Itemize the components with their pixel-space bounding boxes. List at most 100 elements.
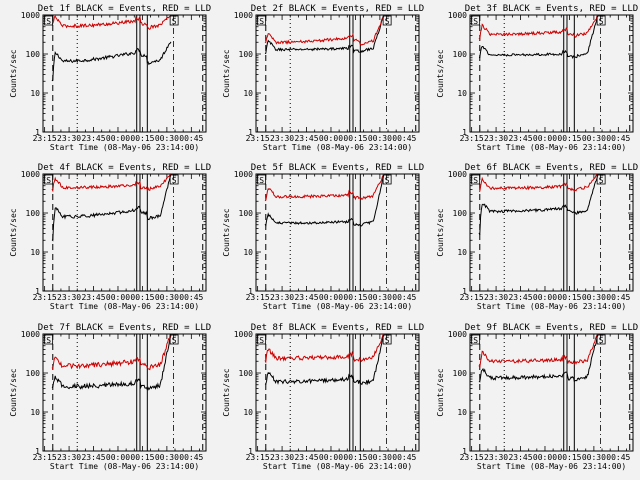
x-tick-label: 00:00 <box>106 293 130 302</box>
y-tick-label: 1 <box>248 128 253 137</box>
events-series-line <box>478 15 599 60</box>
y-tick-label: 100 <box>239 209 254 218</box>
y-tick-label: 1000 <box>21 170 40 179</box>
x-tick-label: 00:15 <box>343 293 367 302</box>
x-tick-label: 23:30 <box>270 134 294 143</box>
y-axis-label: Counts/sec <box>222 208 231 256</box>
segment-marker-box <box>382 15 392 26</box>
panel-title: Det 3f BLACK = Events, RED = LLD <box>465 4 638 14</box>
x-axis-label: Start Time (08-May-06 23:14:00) <box>263 302 412 311</box>
panel-title: Det 9f BLACK = Events, RED = LLD <box>465 323 638 333</box>
y-tick-label: 10 <box>243 89 253 98</box>
x-tick-label: 00:15 <box>557 134 581 143</box>
events-series-line <box>478 334 599 383</box>
x-tick-label: 23:45 <box>81 134 105 143</box>
y-tick-label: 1000 <box>448 170 467 179</box>
y-tick-label: 1000 <box>234 170 253 179</box>
segment-marker-box <box>596 15 606 26</box>
y-axis-label: Counts/sec <box>9 368 18 416</box>
panel-6: Det 6f BLACK = Events, RED = LLD 1 10 100 10… <box>436 163 638 311</box>
segment-marker-box <box>169 174 179 185</box>
panel-title: Det 4f BLACK = Events, RED = LLD <box>38 163 211 173</box>
x-tick-label: 00:30 <box>155 293 179 302</box>
panel-title: Det 5f BLACK = Events, RED = LLD <box>251 163 424 173</box>
y-tick-label: 100 <box>453 50 468 59</box>
x-axis-label: Start Time (08-May-06 23:14:00) <box>50 462 199 471</box>
segment-marker-box <box>44 15 54 26</box>
panel-3: Det 3f BLACK = Events, RED = LLD 1 10 100 10… <box>436 4 638 152</box>
segment-marker-box <box>596 174 606 185</box>
x-tick-label: 23:30 <box>270 453 294 462</box>
x-tick-label: 23:30 <box>270 293 294 302</box>
x-tick-label: 00:00 <box>533 134 557 143</box>
segment-marker-box <box>257 174 267 185</box>
segment-marker-label: S <box>385 176 390 185</box>
segment-marker-box <box>257 334 267 345</box>
x-tick-label: 23:45 <box>81 293 105 302</box>
y-tick-label: 10 <box>30 89 40 98</box>
lld-series-line <box>478 334 599 368</box>
plot-frame <box>42 333 207 452</box>
x-tick-label: 00:45 <box>606 293 630 302</box>
x-tick-label: 00:15 <box>557 293 581 302</box>
y-tick-label: 100 <box>239 50 254 59</box>
y-tick-label: 100 <box>26 209 41 218</box>
events-series-line <box>51 174 172 242</box>
data-area <box>264 334 417 451</box>
data-area <box>478 334 631 451</box>
x-tick-label: 00:00 <box>319 453 343 462</box>
x-tick-label: 00:30 <box>155 453 179 462</box>
segment-marker-label: S <box>385 17 390 26</box>
events-series-line <box>264 174 385 227</box>
panel-title: Det 2f BLACK = Events, RED = LLD <box>251 4 424 14</box>
x-tick-label: 23:30 <box>57 134 81 143</box>
y-tick-label: 10 <box>243 248 253 257</box>
segment-marker-box <box>169 334 179 345</box>
y-tick-label: 10 <box>457 89 467 98</box>
y-axis-label: Counts/sec <box>222 49 231 97</box>
segment-marker-label: S <box>172 176 177 185</box>
x-tick-label: 00:00 <box>533 453 557 462</box>
y-tick-label: 1 <box>248 287 253 296</box>
x-tick-label: 23:45 <box>508 293 532 302</box>
x-tick-label: 00:45 <box>392 293 416 302</box>
x-tick-label: 00:45 <box>179 293 203 302</box>
y-tick-label: 100 <box>453 209 468 218</box>
y-tick-label: 1000 <box>21 11 40 20</box>
x-tick-label: 23:15 <box>460 293 484 302</box>
events-series-line <box>478 174 599 235</box>
y-axis-label: Counts/sec <box>436 208 445 256</box>
segment-marker-box <box>44 174 54 185</box>
lld-series-line <box>264 15 385 46</box>
data-area <box>478 174 631 291</box>
x-tick-label: 23:30 <box>484 453 508 462</box>
x-tick-label: 23:15 <box>33 134 57 143</box>
y-tick-label: 10 <box>457 408 467 417</box>
x-tick-label: 23:15 <box>33 293 57 302</box>
panel-title: Det 1f BLACK = Events, RED = LLD <box>38 4 211 14</box>
panel-1: Det 1f BLACK = Events, RED = LLD 1 10 100 10… <box>9 4 211 152</box>
y-tick-label: 1000 <box>448 11 467 20</box>
x-tick-label: 00:00 <box>319 293 343 302</box>
x-tick-label: 00:45 <box>179 134 203 143</box>
x-tick-label: 23:30 <box>57 293 81 302</box>
x-tick-label: 00:15 <box>130 453 154 462</box>
x-tick-label: 00:45 <box>606 134 630 143</box>
y-tick-label: 1000 <box>21 330 40 339</box>
panel-7: Det 7f BLACK = Events, RED = LLD 1 10 100 10… <box>9 323 211 471</box>
x-tick-label: 00:30 <box>368 134 392 143</box>
lld-series-line <box>478 15 599 41</box>
x-axis-label: Start Time (08-May-06 23:14:00) <box>50 143 199 152</box>
x-tick-label: 00:30 <box>582 453 606 462</box>
x-tick-label: 23:30 <box>484 293 508 302</box>
x-tick-label: 00:45 <box>392 453 416 462</box>
x-tick-label: 00:15 <box>343 134 367 143</box>
segment-marker-box <box>471 15 481 26</box>
x-tick-label: 23:15 <box>246 453 270 462</box>
data-area <box>264 15 417 132</box>
y-axis-label: Counts/sec <box>222 368 231 416</box>
panel-title: Det 6f BLACK = Events, RED = LLD <box>465 163 638 173</box>
x-tick-label: 23:15 <box>460 453 484 462</box>
x-tick-label: 23:30 <box>484 134 508 143</box>
